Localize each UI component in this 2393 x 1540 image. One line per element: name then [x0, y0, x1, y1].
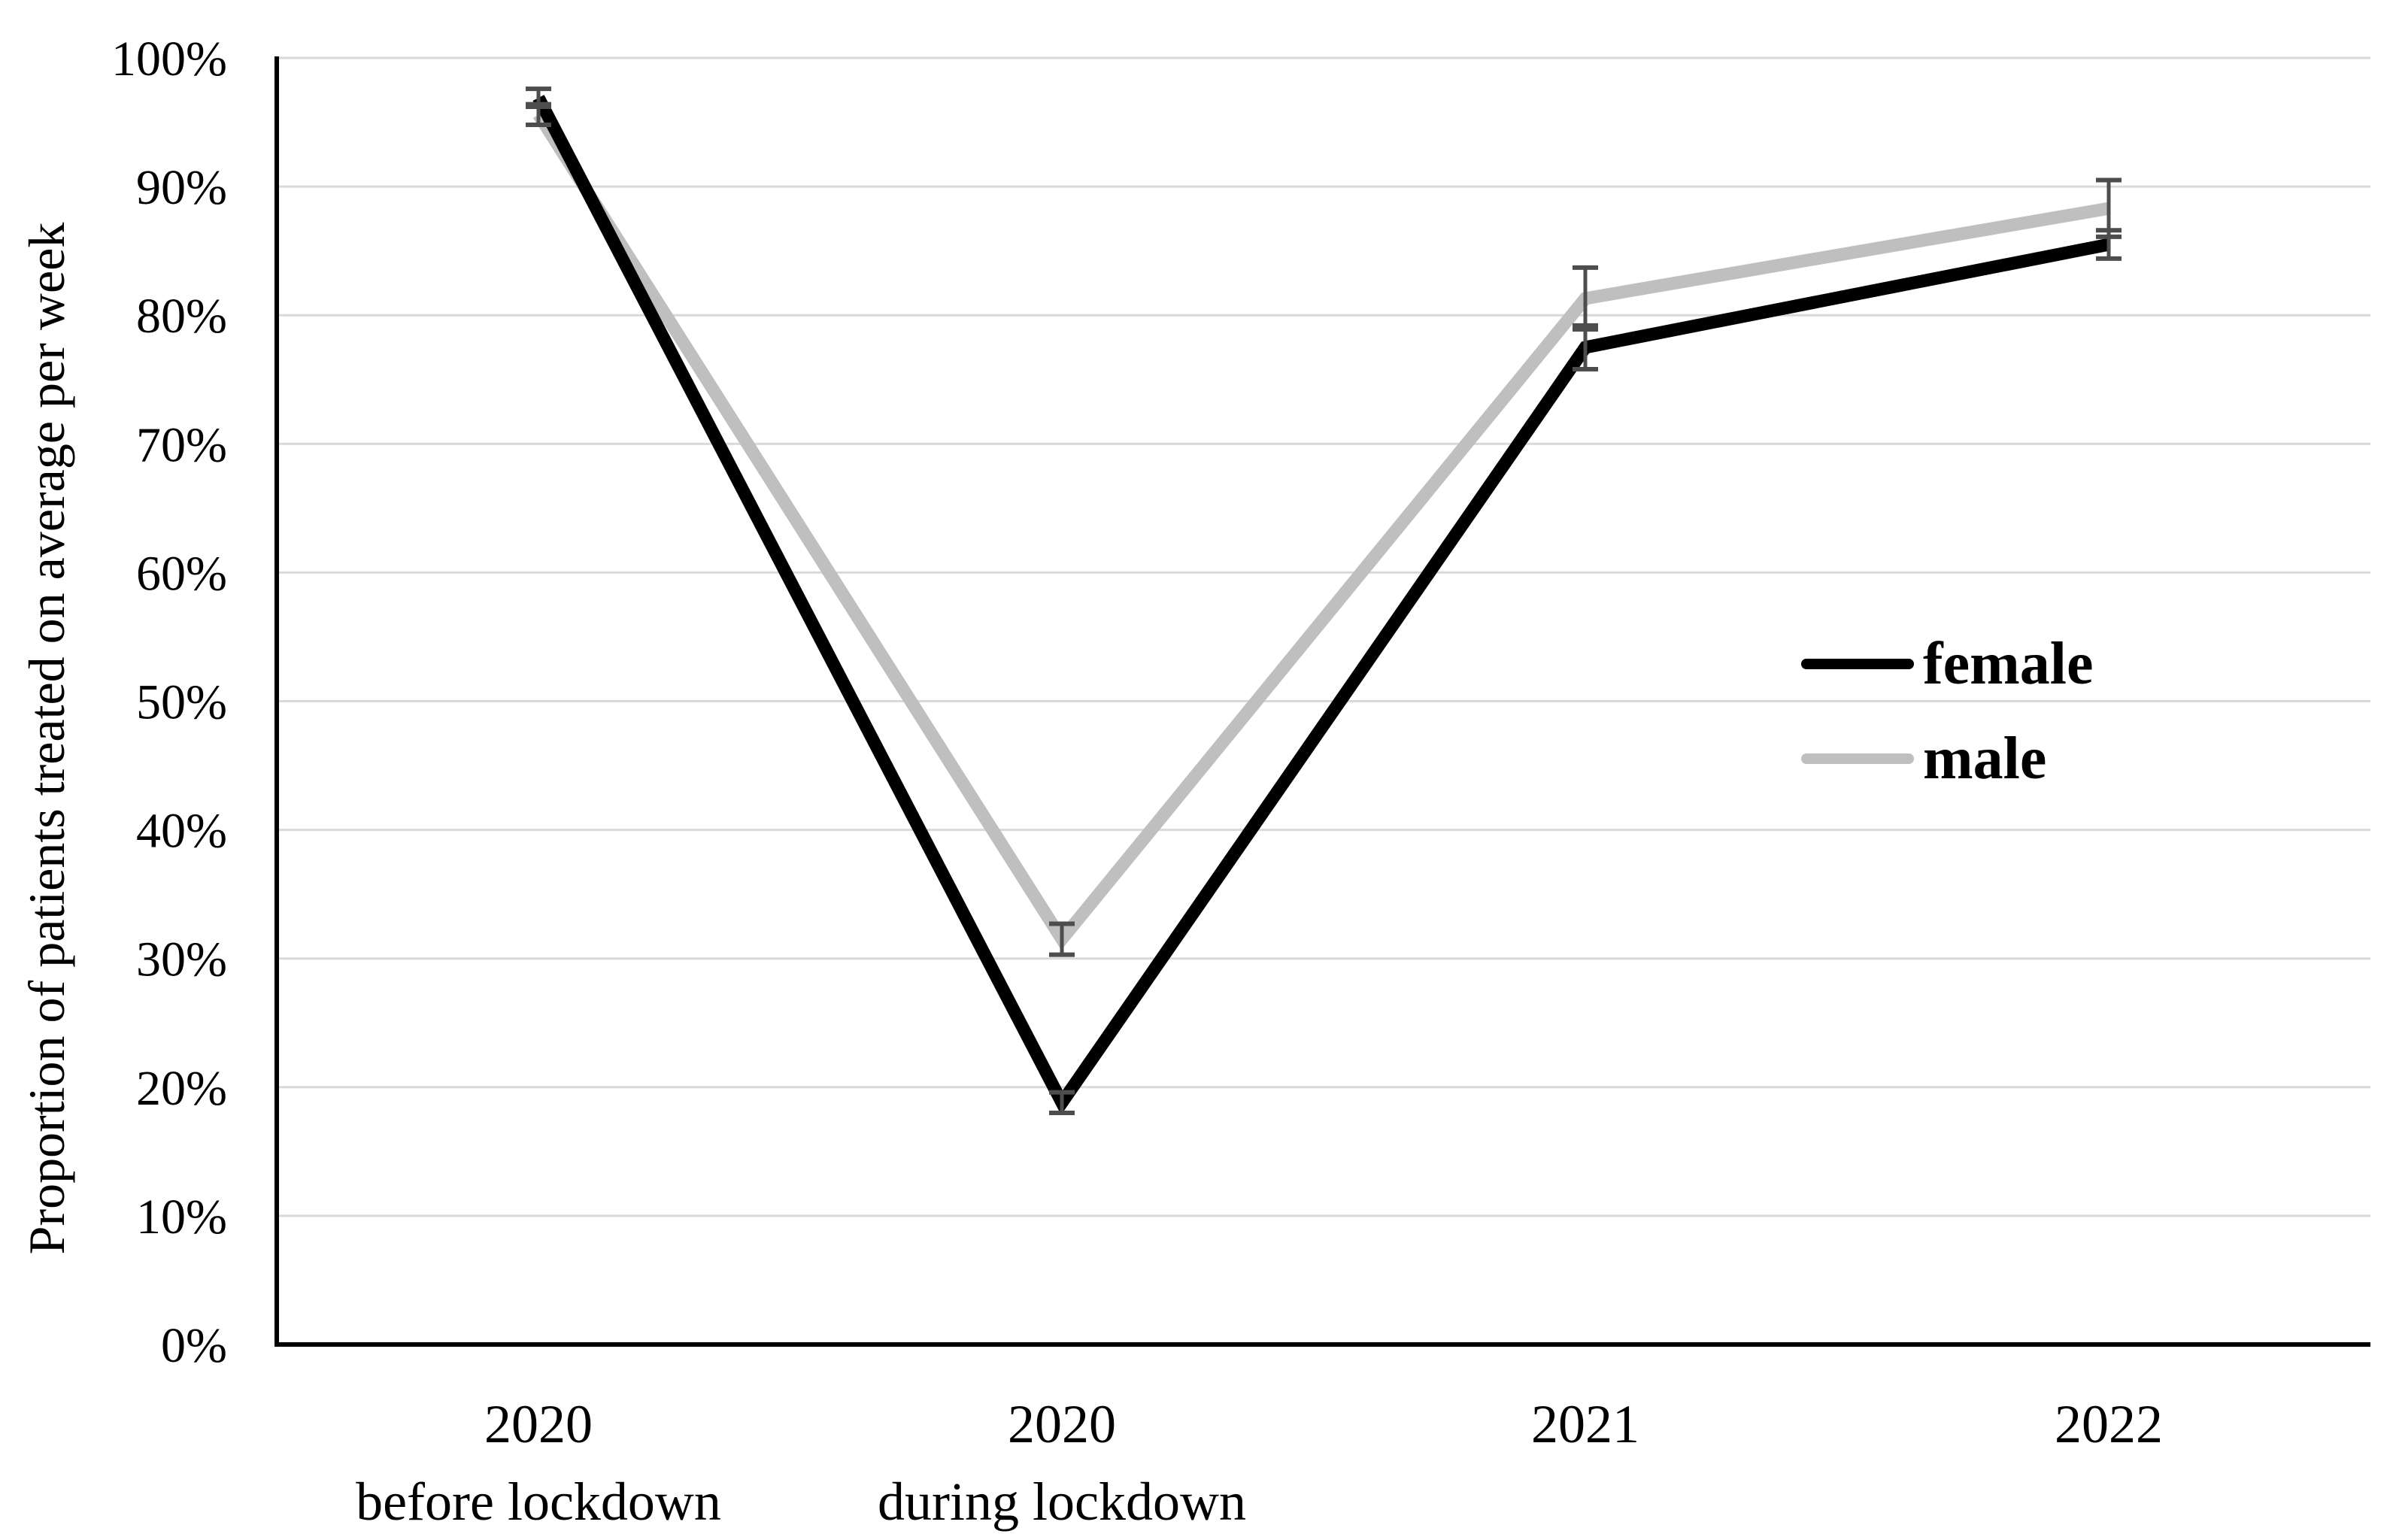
y-tick-label: 60% — [136, 546, 227, 601]
x-tick-label: 2020 — [1008, 1394, 1116, 1454]
legend-item-male: male — [1801, 711, 2094, 806]
y-tick-label: 20% — [136, 1061, 227, 1116]
x-tick-label: 2022 — [2055, 1394, 2163, 1454]
y-tick-label: 70% — [136, 417, 227, 472]
y-tick-label: 0% — [161, 1318, 227, 1373]
legend-label-male: male — [1923, 726, 2047, 792]
x-tick-sublabel: before lockdown — [356, 1472, 721, 1532]
legend-item-female: female — [1801, 617, 2094, 711]
y-tick-label: 100% — [111, 32, 227, 86]
y-tick-label: 10% — [136, 1190, 227, 1244]
legend-label-female: female — [1923, 631, 2094, 697]
legend-swatch-male — [1801, 753, 1914, 764]
x-tick-sublabel: during lockdown — [878, 1472, 1246, 1532]
legend: female male — [1801, 617, 2094, 806]
y-tick-label: 90% — [136, 160, 227, 215]
y-tick-label: 50% — [136, 675, 227, 730]
x-tick-label: 2020 — [484, 1394, 593, 1454]
y-tick-label: 30% — [136, 932, 227, 987]
y-tick-label: 40% — [136, 804, 227, 859]
series-line-male — [532, 111, 2110, 950]
x-tick-label: 2021 — [1531, 1394, 1639, 1454]
y-axis-title: Proportion of patients treated on averag… — [18, 222, 75, 1255]
y-tick-label: 80% — [136, 289, 227, 344]
series-line-female — [532, 95, 2110, 1115]
legend-swatch-female — [1801, 659, 1914, 669]
